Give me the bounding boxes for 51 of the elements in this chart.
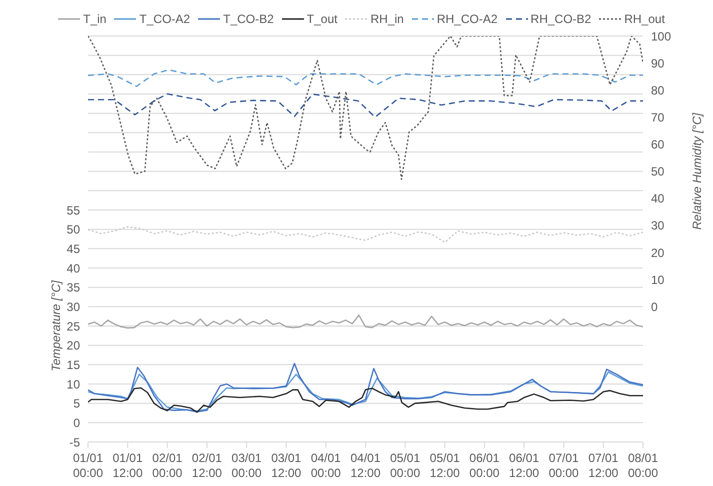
y-tick-label: -5: [69, 435, 80, 450]
x-tick-label: 03/01 00:00: [232, 451, 262, 480]
y-tick-label: 25: [66, 319, 80, 334]
y2-tick-label: 0: [651, 300, 658, 314]
x-tick-label: 02/01 12:00: [192, 451, 222, 480]
y2-tick-label: 100: [651, 29, 672, 44]
y-tick-label: 10: [66, 377, 80, 392]
legend-label: RH_out: [624, 12, 665, 26]
y-tick-label: 15: [66, 358, 80, 372]
y2-tick-label: 80: [651, 83, 665, 98]
legend-label: T_out: [306, 12, 338, 26]
x-tick-label: 04/01 00:00: [310, 451, 342, 480]
legend-label: RH_CO-B2: [530, 12, 592, 26]
y2-tick-label: 50: [651, 164, 665, 179]
y2-tick-label: 40: [651, 192, 665, 206]
y-tick-label: 30: [66, 300, 80, 314]
y-tick-label: 5: [73, 396, 80, 411]
line-series: [88, 314, 643, 329]
legend-label: T_CO-B2: [223, 12, 274, 26]
y-tick-label: 0: [73, 416, 80, 430]
y2-tick-label: 90: [651, 56, 665, 70]
y-tick-label: 45: [66, 242, 80, 256]
legend-label: T_CO-A2: [139, 12, 190, 26]
legend-label: RH_in: [370, 12, 404, 26]
y-tick-label: 35: [66, 280, 80, 295]
y2-tick-label: 20: [651, 246, 665, 260]
y2-tick-label: 30: [651, 218, 665, 233]
x-tick-label: 06/01 00:00: [469, 451, 500, 480]
x-tick-label: 06/01 12:00: [509, 451, 540, 480]
legend-label: T_in: [83, 12, 106, 26]
line-series: [88, 226, 643, 243]
x-tick-label: 05/01 00:00: [390, 451, 420, 480]
x-tick-label: 08/01 00:00: [628, 451, 658, 480]
y-tick-label: 40: [66, 261, 80, 276]
x-tick-label: 01/01 00:00: [72, 451, 104, 480]
y-tick-label: 55: [66, 203, 80, 218]
x-tick-label: 02/01 00:00: [152, 451, 183, 480]
x-tick-label: 01/01 12:00: [112, 451, 143, 480]
y2-tick-label: 10: [651, 272, 665, 287]
x-tick-label: 07/01 12:00: [588, 451, 619, 480]
x-tick-label: 07/01 00:00: [548, 451, 580, 480]
x-tick-label: 04/01 12:00: [350, 451, 381, 480]
y2-tick-label: 70: [651, 110, 665, 124]
x-tick-label: 05/01 12:00: [430, 451, 460, 480]
y2-tick-label: 60: [651, 138, 665, 152]
x-tick-label: 03/01 12:00: [271, 451, 302, 480]
legend-label: RH_CO-A2: [436, 12, 498, 26]
y-tick-label: 50: [66, 222, 80, 237]
y-tick-label: 20: [66, 338, 80, 353]
y-axis-title: Temperature [°C]: [49, 280, 63, 372]
y2-axis-title: Relative Humidity [°C]: [690, 112, 704, 230]
